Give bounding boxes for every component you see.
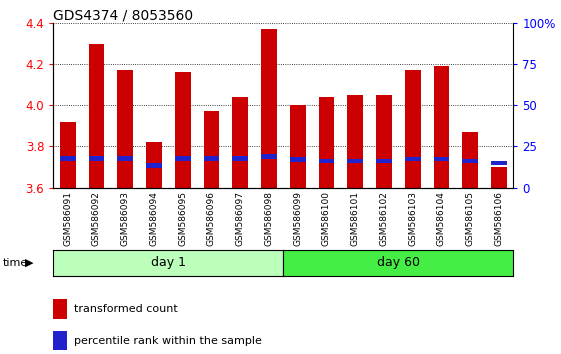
Bar	[261, 154, 277, 159]
Text: GSM586103: GSM586103	[408, 191, 417, 246]
Text: ▶: ▶	[25, 258, 34, 268]
Text: GSM586102: GSM586102	[379, 191, 388, 246]
Bar	[89, 44, 104, 188]
Bar	[347, 95, 363, 188]
Text: GSM586099: GSM586099	[293, 191, 302, 246]
Bar	[60, 122, 76, 188]
Bar	[117, 156, 133, 161]
Bar	[491, 167, 507, 188]
Bar	[434, 157, 449, 161]
Bar	[376, 95, 392, 188]
Text: day 1: day 1	[151, 256, 186, 269]
Text: day 60: day 60	[377, 256, 420, 269]
Bar	[462, 159, 478, 163]
Bar	[60, 156, 76, 161]
Text: GSM586095: GSM586095	[178, 191, 187, 246]
Bar	[146, 142, 162, 188]
Bar	[232, 97, 248, 188]
Text: GSM586100: GSM586100	[322, 191, 331, 246]
Bar	[117, 70, 133, 188]
Text: GSM586092: GSM586092	[92, 191, 101, 246]
Text: GSM586093: GSM586093	[121, 191, 130, 246]
Bar	[290, 157, 306, 162]
Bar	[319, 159, 334, 163]
Bar	[290, 105, 306, 188]
Bar	[232, 156, 248, 161]
Text: GSM586105: GSM586105	[466, 191, 475, 246]
Text: GSM586094: GSM586094	[149, 191, 158, 246]
Bar	[261, 29, 277, 188]
Bar	[89, 156, 104, 161]
Bar	[405, 157, 421, 161]
Text: GSM586097: GSM586097	[236, 191, 245, 246]
Bar	[146, 163, 162, 168]
Text: GSM586098: GSM586098	[264, 191, 273, 246]
Bar	[434, 66, 449, 188]
Bar	[204, 156, 219, 161]
Bar	[462, 132, 478, 188]
Bar	[204, 112, 219, 188]
Text: transformed count: transformed count	[74, 304, 178, 314]
Text: GSM586104: GSM586104	[437, 191, 446, 246]
Bar	[175, 73, 191, 188]
Text: GDS4374 / 8053560: GDS4374 / 8053560	[53, 9, 194, 23]
Text: GSM586101: GSM586101	[351, 191, 360, 246]
Text: GSM586106: GSM586106	[494, 191, 503, 246]
Text: GSM586096: GSM586096	[207, 191, 216, 246]
Bar	[347, 159, 363, 163]
Bar	[319, 97, 334, 188]
Text: time: time	[3, 258, 28, 268]
Text: percentile rank within the sample: percentile rank within the sample	[74, 336, 262, 346]
Bar	[175, 156, 191, 161]
Bar	[405, 70, 421, 188]
Text: GSM586091: GSM586091	[63, 191, 72, 246]
Bar	[376, 159, 392, 163]
Bar	[491, 161, 507, 165]
